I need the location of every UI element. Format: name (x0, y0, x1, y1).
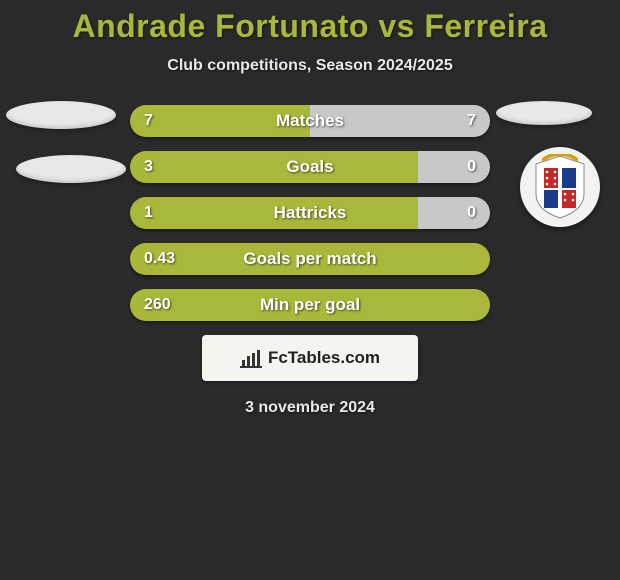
chart-icon (240, 348, 262, 368)
stat-row: 77Matches (130, 105, 490, 137)
page-subtitle: Club competitions, Season 2024/2025 (0, 57, 620, 75)
player-left-placeholder-1 (6, 101, 116, 129)
stats-area: 77Matches 30Goals 10Hattricks 0.43Goals per… (0, 105, 620, 321)
comparison-widget: Andrade Fortunato vs Ferreira Club compe… (0, 0, 620, 417)
bar-left (130, 243, 490, 275)
stat-row: 30Goals (130, 151, 490, 183)
footer-date: 3 november 2024 (0, 399, 620, 417)
bar-left (130, 197, 418, 229)
bar-left (130, 105, 310, 137)
bar-left (130, 151, 418, 183)
page-title: Andrade Fortunato vs Ferreira (0, 8, 620, 45)
player-left-placeholder-2 (16, 155, 126, 183)
shield-icon (532, 154, 588, 220)
stat-row: 0.43Goals per match (130, 243, 490, 275)
club-badge (520, 147, 600, 227)
stat-row: 10Hattricks (130, 197, 490, 229)
bar-left (130, 289, 490, 321)
bar-right (310, 105, 490, 137)
brand-label: FcTables.com (268, 348, 380, 368)
player-right-placeholder (496, 101, 592, 125)
bar-right (418, 151, 490, 183)
stat-row: 260Min per goal (130, 289, 490, 321)
source-badge: FcTables.com (202, 335, 418, 381)
bar-right (418, 197, 490, 229)
